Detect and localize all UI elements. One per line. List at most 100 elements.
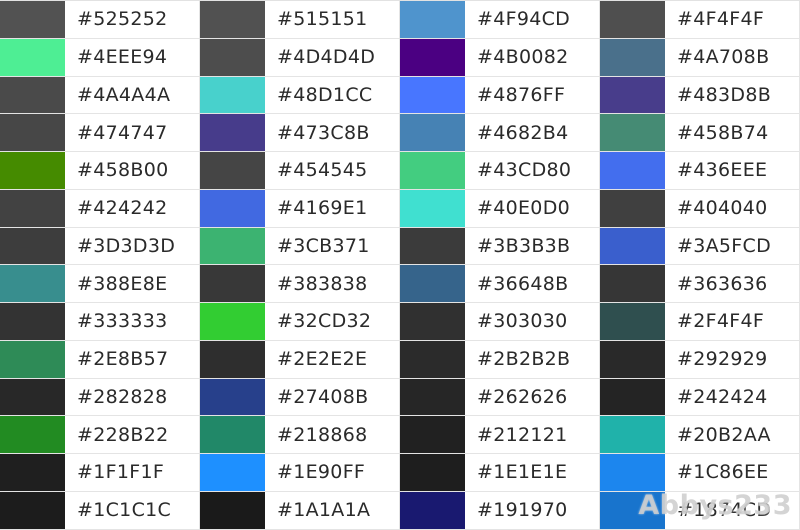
- color-hex-code: #3A5FCD: [665, 227, 799, 265]
- color-hex-code: #333333: [65, 303, 199, 340]
- color-swatch: [200, 1, 265, 38]
- color-cell: #2F4F4F: [600, 303, 800, 341]
- color-cell: #4876FF: [400, 76, 600, 115]
- color-cell: #2E2E2E: [200, 340, 400, 379]
- color-cell: #4169E1: [200, 189, 400, 228]
- color-swatch: [200, 227, 265, 265]
- color-swatch: [600, 303, 665, 340]
- color-cell: #404040: [600, 189, 800, 228]
- color-swatch: [400, 38, 465, 76]
- color-cell: #292929: [600, 340, 800, 379]
- color-hex-code: #4682B4: [465, 114, 599, 151]
- color-cell: #48D1CC: [200, 76, 400, 115]
- color-hex-code: #3B3B3B: [465, 227, 599, 265]
- color-hex-code: #4F4F4F: [665, 1, 799, 38]
- color-cell: #4D4D4D: [200, 38, 400, 77]
- color-cell: #20B2AA: [600, 416, 800, 454]
- color-hex-code: #1E90FF: [265, 454, 399, 491]
- color-hex-code: #282828: [65, 378, 199, 416]
- color-cell: #191970: [400, 491, 600, 530]
- color-swatch: [600, 189, 665, 227]
- color-swatch: [400, 152, 465, 189]
- color-cell: #1E1E1E: [400, 454, 600, 492]
- color-cell: #525252: [0, 1, 200, 39]
- color-swatch: [0, 227, 65, 265]
- color-hex-code: #3CB371: [265, 227, 399, 265]
- color-swatch: [600, 340, 665, 378]
- color-swatch: [400, 227, 465, 265]
- color-hex-code: #4D4D4D: [265, 38, 399, 76]
- color-swatch: [400, 76, 465, 114]
- color-cell: #458B74: [600, 114, 800, 152]
- color-swatch: [200, 76, 265, 114]
- color-cell: #43CD80: [400, 152, 600, 190]
- color-hex-code: #4A4A4A: [65, 76, 199, 114]
- color-swatch: [600, 114, 665, 151]
- color-swatch: [400, 114, 465, 151]
- color-cell: #2E8B57: [0, 340, 200, 379]
- color-cell: #32CD32: [200, 303, 400, 341]
- color-hex-code: #228B22: [65, 416, 199, 453]
- color-hex-code: #4B0082: [465, 38, 599, 76]
- color-hex-code: #474747: [65, 114, 199, 151]
- color-swatch: [600, 378, 665, 416]
- color-swatch: [200, 303, 265, 340]
- color-cell: #282828: [0, 378, 200, 417]
- color-hex-code: #4169E1: [265, 189, 399, 227]
- color-swatch: [200, 189, 265, 227]
- color-swatch: [400, 340, 465, 378]
- color-cell: #383838: [200, 265, 400, 303]
- color-hex-code: #436EEE: [665, 152, 799, 189]
- color-cell: #262626: [400, 378, 600, 417]
- color-cell: #1C1C1C: [0, 491, 200, 530]
- color-swatch: [400, 416, 465, 453]
- color-swatch: [200, 454, 265, 491]
- color-cell: #474747: [0, 114, 200, 152]
- color-swatch: [0, 303, 65, 340]
- color-cell: #483D8B: [600, 76, 800, 115]
- color-swatch: [200, 152, 265, 189]
- color-cell: #36648B: [400, 265, 600, 303]
- color-hex-code: #2E8B57: [65, 340, 199, 378]
- color-hex-code: #32CD32: [265, 303, 399, 340]
- color-swatch: [0, 1, 65, 38]
- color-hex-code: #218868: [265, 416, 399, 453]
- color-cell: #333333: [0, 303, 200, 341]
- color-cell: #4EEE94: [0, 38, 200, 77]
- color-cell: #2B2B2B: [400, 340, 600, 379]
- color-swatch: [400, 303, 465, 340]
- color-cell: #3D3D3D: [0, 227, 200, 266]
- color-hex-code: #4876FF: [465, 76, 599, 114]
- color-cell: #4682B4: [400, 114, 600, 152]
- color-swatch: [600, 38, 665, 76]
- color-hex-code: #363636: [665, 265, 799, 302]
- color-swatch: [0, 378, 65, 416]
- color-cell: #436EEE: [600, 152, 800, 190]
- color-hex-code: #4F94CD: [465, 1, 599, 38]
- color-swatch: [600, 416, 665, 453]
- color-hex-code: #1C86EE: [665, 454, 799, 491]
- color-cell: #4F4F4F: [600, 1, 800, 39]
- color-cell: #212121: [400, 416, 600, 454]
- color-hex-code: #525252: [65, 1, 199, 38]
- color-swatch: [200, 38, 265, 76]
- color-hex-code: #458B00: [65, 152, 199, 189]
- color-cell: #4A708B: [600, 38, 800, 77]
- color-swatch: [0, 76, 65, 114]
- color-swatch: [600, 152, 665, 189]
- color-swatch: [600, 1, 665, 38]
- color-hex-code: #383838: [265, 265, 399, 302]
- color-cell: #388E8E: [0, 265, 200, 303]
- color-hex-code: #4EEE94: [65, 38, 199, 76]
- color-swatch: [600, 265, 665, 302]
- color-swatch: [400, 189, 465, 227]
- color-cell: #1A1A1A: [200, 491, 400, 530]
- color-swatch: [400, 454, 465, 491]
- color-hex-code: #242424: [665, 378, 799, 416]
- color-cell: #242424: [600, 378, 800, 417]
- color-hex-code: #303030: [465, 303, 599, 340]
- color-swatch: [0, 454, 65, 491]
- color-swatch: [400, 1, 465, 38]
- color-hex-code: #1874CD: [665, 491, 799, 529]
